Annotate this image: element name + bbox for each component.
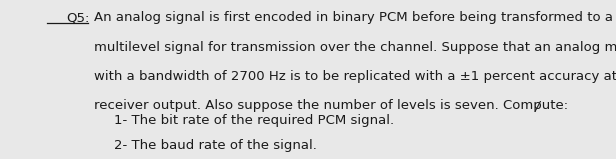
Text: 2- The baud rate of the signal.: 2- The baud rate of the signal. <box>114 139 317 152</box>
Text: /: / <box>527 99 540 112</box>
Text: with a bandwidth of 2700 Hz is to be replicated with a ±1 percent accuracy at th: with a bandwidth of 2700 Hz is to be rep… <box>94 70 616 83</box>
Text: multilevel signal for transmission over the channel. Suppose that an analog mess: multilevel signal for transmission over … <box>94 41 616 54</box>
Text: Q5:: Q5: <box>66 11 89 24</box>
Text: An analog signal is first encoded in binary PCM before being transformed to a: An analog signal is first encoded in bin… <box>94 11 613 24</box>
Text: 1- The bit rate of the required PCM signal.: 1- The bit rate of the required PCM sign… <box>114 114 394 128</box>
Text: receiver output. Also suppose the number of levels is seven. Compute:: receiver output. Also suppose the number… <box>94 99 568 112</box>
